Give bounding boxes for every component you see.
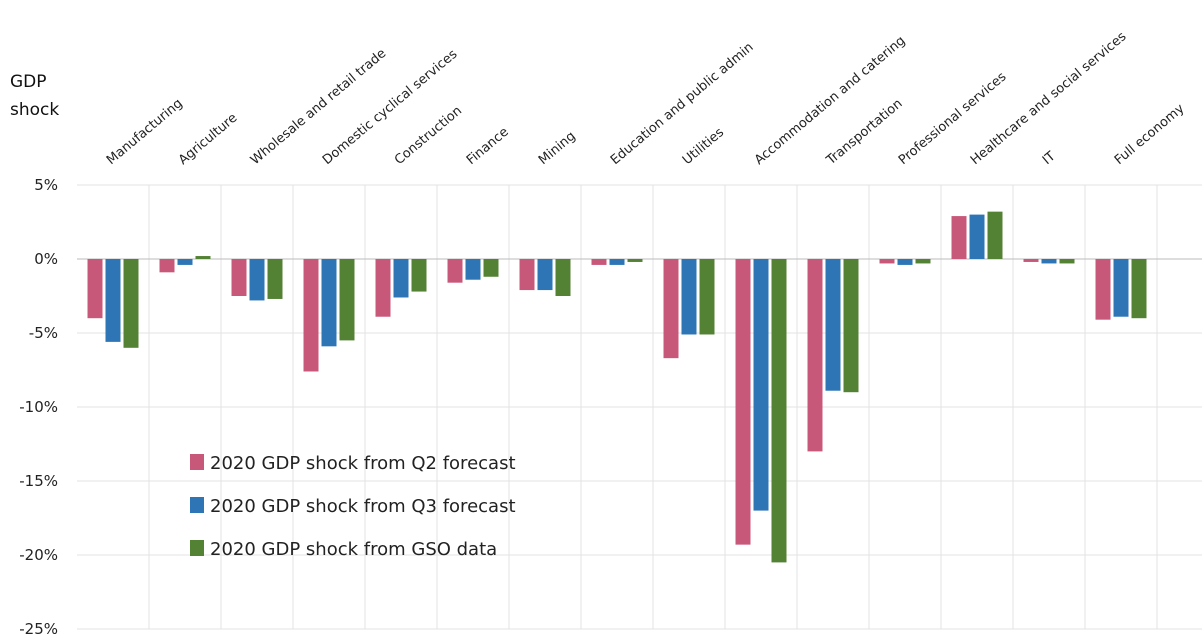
bar: [663, 259, 679, 359]
bar: [699, 259, 715, 335]
bar: [1095, 259, 1111, 320]
bar: [537, 259, 553, 291]
bar: [807, 259, 823, 452]
bar: [177, 259, 193, 265]
x-tick-label: Construction: [392, 103, 465, 168]
bar: [231, 259, 247, 296]
bar: [123, 259, 139, 348]
x-tick-label: Transportation: [823, 96, 905, 168]
bar: [321, 259, 337, 347]
x-tick-label: Manufacturing: [104, 96, 186, 168]
legend-label: 2020 GDP shock from GSO data: [210, 539, 497, 560]
bar: [411, 259, 427, 292]
bar: [447, 259, 463, 283]
x-tick-label: Accommodation and catering: [752, 33, 908, 168]
bar: [249, 259, 265, 301]
bar: [825, 259, 841, 391]
x-tick-label: Mining: [536, 129, 579, 168]
legend-swatch: [190, 497, 204, 513]
bar: [339, 259, 355, 341]
x-tick-label: Agriculture: [176, 111, 240, 168]
bar: [735, 259, 751, 545]
bar: [555, 259, 571, 296]
bar: [897, 259, 913, 265]
bar: [915, 259, 931, 264]
bar: [843, 259, 859, 393]
x-tick-label: IT: [1040, 149, 1059, 168]
bar: [105, 259, 121, 342]
bar: [1131, 259, 1147, 319]
bar: [987, 211, 1003, 259]
y-tick-label: 0%: [34, 250, 58, 268]
bar: [519, 259, 535, 291]
x-tick-label: Utilities: [680, 125, 727, 168]
bar: [609, 259, 625, 265]
bar: [753, 259, 769, 511]
bar: [1113, 259, 1129, 317]
bar: [879, 259, 895, 264]
x-tick-label: Education and public admin: [608, 40, 757, 168]
x-tick-label: Wholesale and retail trade: [248, 46, 389, 168]
bar: [483, 259, 499, 277]
legend-label: 2020 GDP shock from Q3 forecast: [210, 496, 516, 517]
x-tick-label: Full economy: [1112, 101, 1188, 168]
y-tick-label: 5%: [34, 176, 58, 194]
bar: [951, 216, 967, 259]
y-tick-label: -15%: [19, 472, 58, 490]
bar: [195, 256, 211, 259]
bar: [87, 259, 103, 319]
x-tick-label: Domestic cyclical services: [320, 47, 461, 168]
x-tick-label: Finance: [464, 125, 512, 168]
bar: [591, 259, 607, 265]
y-tick-label: -10%: [19, 398, 58, 416]
y-tick-label: -20%: [19, 546, 58, 564]
bar: [375, 259, 391, 317]
bar: [465, 259, 481, 280]
bar: [1059, 259, 1075, 264]
legend-swatch: [190, 454, 204, 470]
bar: [1041, 259, 1057, 264]
bar: [681, 259, 697, 335]
bar: [303, 259, 319, 372]
bar: [627, 259, 643, 262]
bar: [969, 214, 985, 259]
y-tick-label: -25%: [19, 620, 58, 638]
bar: [267, 259, 283, 299]
y-axis-title: GDP shock: [10, 72, 60, 120]
bar: [159, 259, 175, 273]
legend-label: 2020 GDP shock from Q2 forecast: [210, 453, 516, 474]
bar: [1023, 259, 1039, 262]
bar: [771, 259, 787, 563]
x-tick-label: Healthcare and social services: [968, 29, 1130, 168]
bar: [393, 259, 409, 298]
legend-swatch: [190, 540, 204, 556]
y-tick-label: -5%: [29, 324, 58, 342]
